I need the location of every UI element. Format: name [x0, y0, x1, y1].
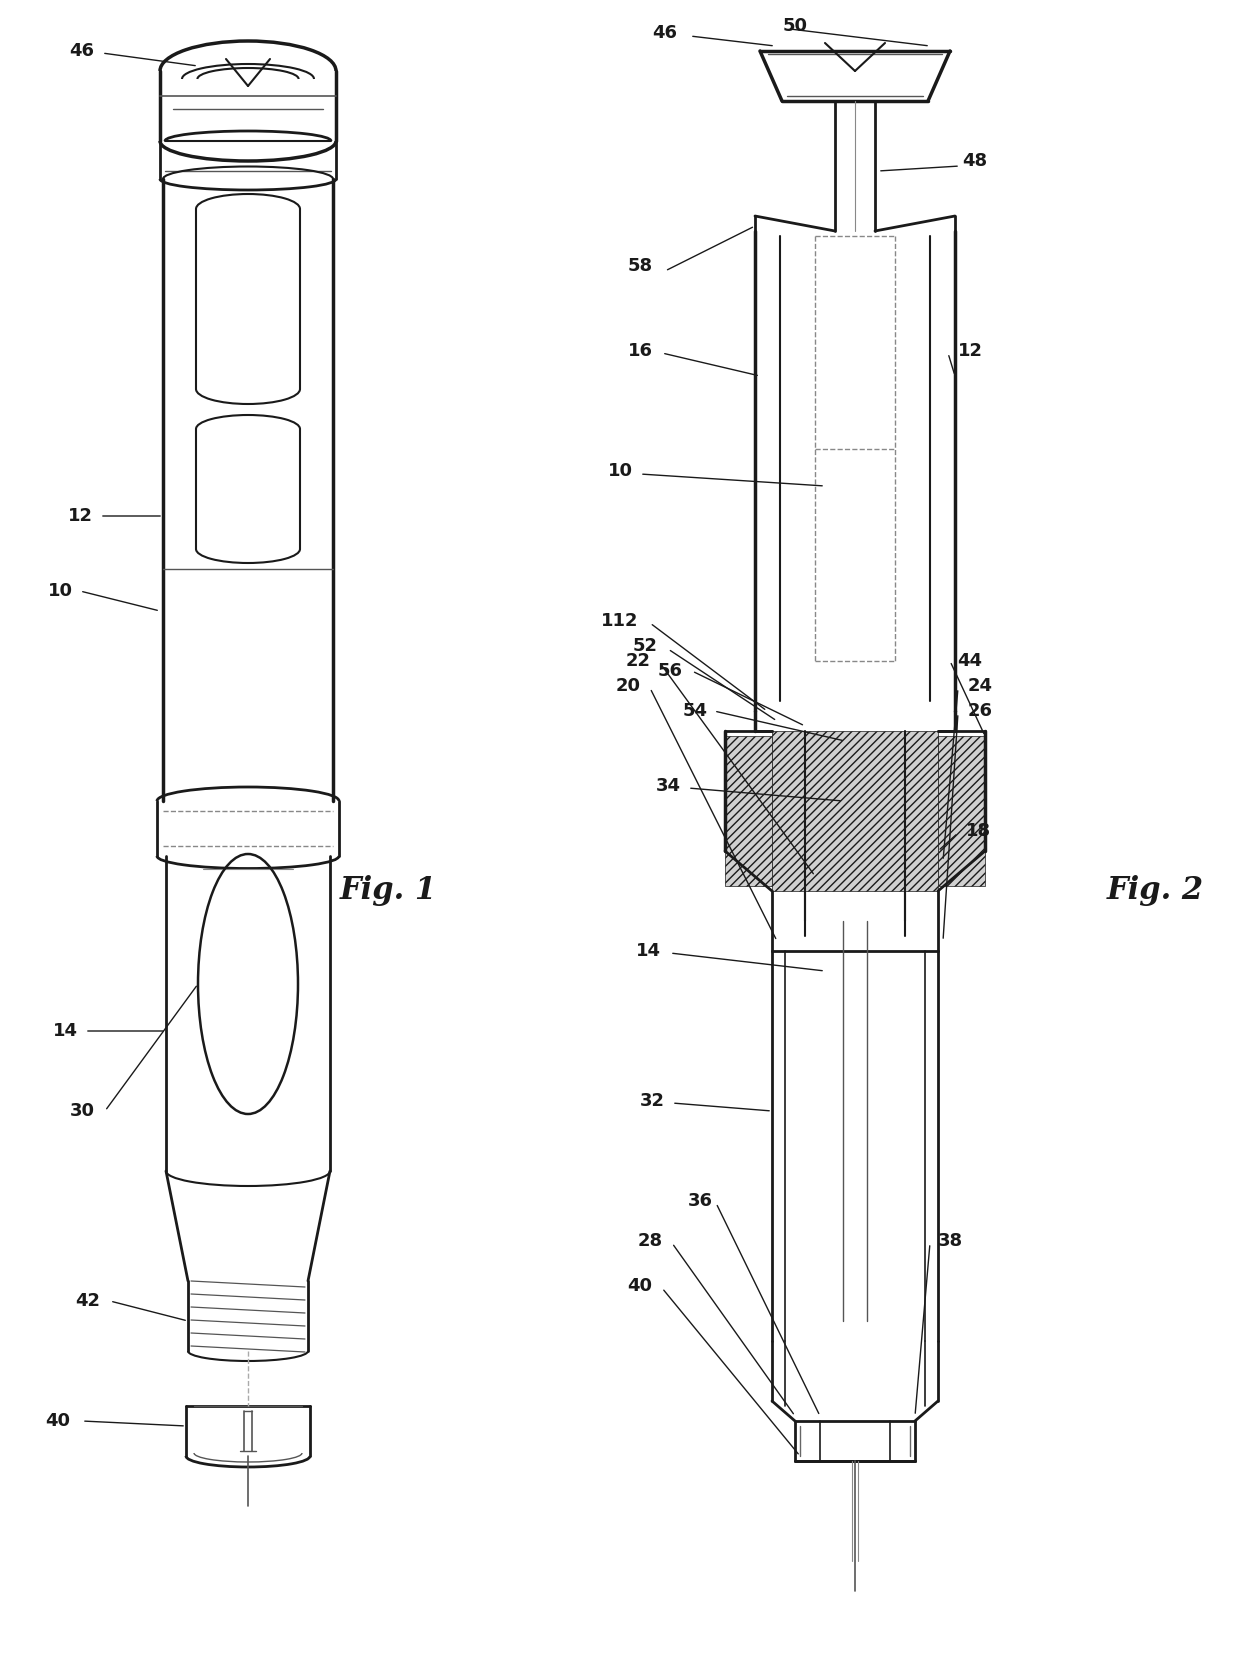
Text: 10: 10 [608, 461, 632, 480]
Text: 40: 40 [46, 1412, 71, 1430]
Text: 54: 54 [682, 702, 708, 720]
Bar [773, 730, 937, 891]
Bar [725, 735, 773, 886]
Text: 112: 112 [601, 612, 639, 630]
Text: 58: 58 [627, 257, 652, 276]
Text: 50: 50 [782, 17, 807, 35]
Text: 12: 12 [67, 506, 93, 525]
Text: 34: 34 [656, 777, 681, 795]
Text: 14: 14 [52, 1023, 77, 1039]
Text: Fig. 2: Fig. 2 [1106, 876, 1204, 906]
Text: 56: 56 [657, 662, 682, 680]
Text: Fig. 1: Fig. 1 [340, 876, 436, 906]
Text: 10: 10 [47, 582, 72, 600]
Text: 12: 12 [957, 343, 982, 359]
Text: 26: 26 [967, 702, 992, 720]
Text: 42: 42 [76, 1292, 100, 1310]
Text: 38: 38 [937, 1232, 962, 1250]
Text: 52: 52 [632, 637, 657, 655]
Text: 46: 46 [652, 23, 677, 42]
Text: 24: 24 [967, 677, 992, 695]
Text: 18: 18 [966, 822, 991, 841]
Text: 48: 48 [962, 152, 987, 170]
Text: 14: 14 [635, 942, 661, 961]
Text: 36: 36 [687, 1191, 713, 1210]
Text: 46: 46 [69, 42, 94, 60]
Text: 44: 44 [957, 652, 982, 670]
Text: 40: 40 [627, 1277, 652, 1295]
Bar [937, 735, 985, 886]
Text: 28: 28 [637, 1232, 662, 1250]
Text: 22: 22 [625, 652, 651, 670]
Text: 20: 20 [615, 677, 641, 695]
Text: 32: 32 [640, 1093, 665, 1110]
Text: 16: 16 [627, 343, 652, 359]
Text: 30: 30 [69, 1101, 94, 1120]
